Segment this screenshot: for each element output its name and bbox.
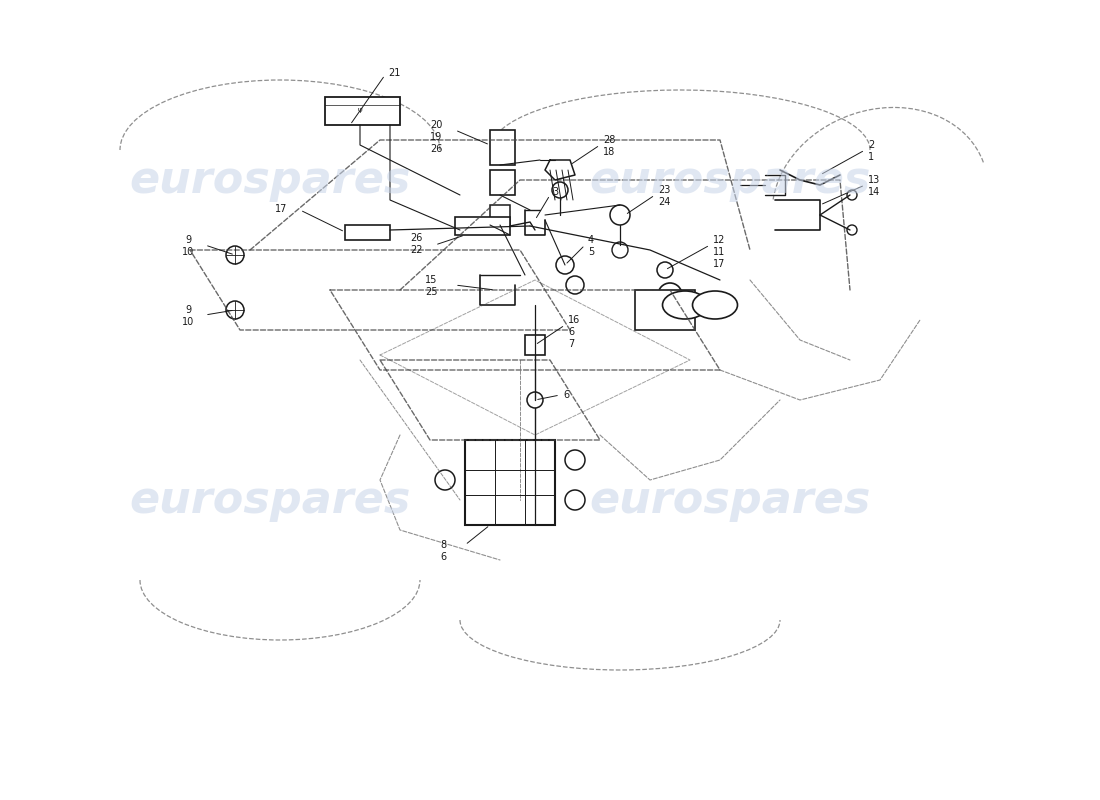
Text: 18: 18 xyxy=(603,147,615,157)
Text: 17: 17 xyxy=(275,204,287,214)
Bar xyxy=(324,97,400,125)
Bar xyxy=(455,217,510,235)
Text: 2: 2 xyxy=(868,140,875,150)
Text: 6: 6 xyxy=(563,390,569,400)
Text: 22: 22 xyxy=(410,245,422,255)
Text: 24: 24 xyxy=(658,197,670,207)
Circle shape xyxy=(527,392,543,408)
Text: 3: 3 xyxy=(552,187,558,197)
Text: 14: 14 xyxy=(868,187,880,197)
Circle shape xyxy=(612,242,628,258)
Text: 26: 26 xyxy=(410,233,422,243)
Text: 28: 28 xyxy=(603,135,615,145)
Circle shape xyxy=(226,301,244,319)
Ellipse shape xyxy=(693,291,737,319)
Circle shape xyxy=(847,190,857,200)
Text: 16: 16 xyxy=(568,315,581,325)
Text: 8: 8 xyxy=(440,540,447,550)
Circle shape xyxy=(226,246,244,264)
Text: 5: 5 xyxy=(588,247,594,257)
Text: 15: 15 xyxy=(425,275,438,285)
Circle shape xyxy=(434,470,455,490)
Circle shape xyxy=(847,225,857,235)
Text: 9: 9 xyxy=(185,305,191,315)
Bar xyxy=(525,335,544,355)
Text: 6: 6 xyxy=(440,552,447,562)
Circle shape xyxy=(658,283,682,307)
Text: 17: 17 xyxy=(713,259,725,269)
Circle shape xyxy=(552,182,568,198)
Bar xyxy=(465,440,556,525)
Text: 19: 19 xyxy=(430,132,442,142)
Text: 9: 9 xyxy=(185,235,191,245)
Bar xyxy=(490,170,515,195)
Text: 1: 1 xyxy=(868,152,875,162)
Text: 21: 21 xyxy=(388,68,400,78)
Text: eurospares: eurospares xyxy=(590,158,871,202)
Text: 4: 4 xyxy=(588,235,594,245)
Circle shape xyxy=(566,276,584,294)
Circle shape xyxy=(610,205,630,225)
Text: ψ: ψ xyxy=(358,107,362,113)
Text: 23: 23 xyxy=(658,185,670,195)
Ellipse shape xyxy=(662,291,707,319)
Text: 7: 7 xyxy=(568,339,574,349)
Text: eurospares: eurospares xyxy=(130,478,410,522)
Text: eurospares: eurospares xyxy=(590,478,871,522)
Text: 13: 13 xyxy=(868,175,880,185)
Circle shape xyxy=(565,450,585,470)
Text: 12: 12 xyxy=(713,235,725,245)
Bar xyxy=(490,205,510,225)
Text: 25: 25 xyxy=(425,287,438,297)
Circle shape xyxy=(556,256,574,274)
Bar xyxy=(345,225,390,240)
Text: 10: 10 xyxy=(182,317,195,327)
Circle shape xyxy=(565,490,585,510)
Circle shape xyxy=(657,262,673,278)
Text: eurospares: eurospares xyxy=(130,158,410,202)
Bar xyxy=(490,130,515,165)
Text: 11: 11 xyxy=(713,247,725,257)
Text: 10: 10 xyxy=(182,247,195,257)
Text: 20: 20 xyxy=(430,120,442,130)
Text: 26: 26 xyxy=(430,144,442,154)
Bar xyxy=(635,290,695,330)
Text: 6: 6 xyxy=(568,327,574,337)
